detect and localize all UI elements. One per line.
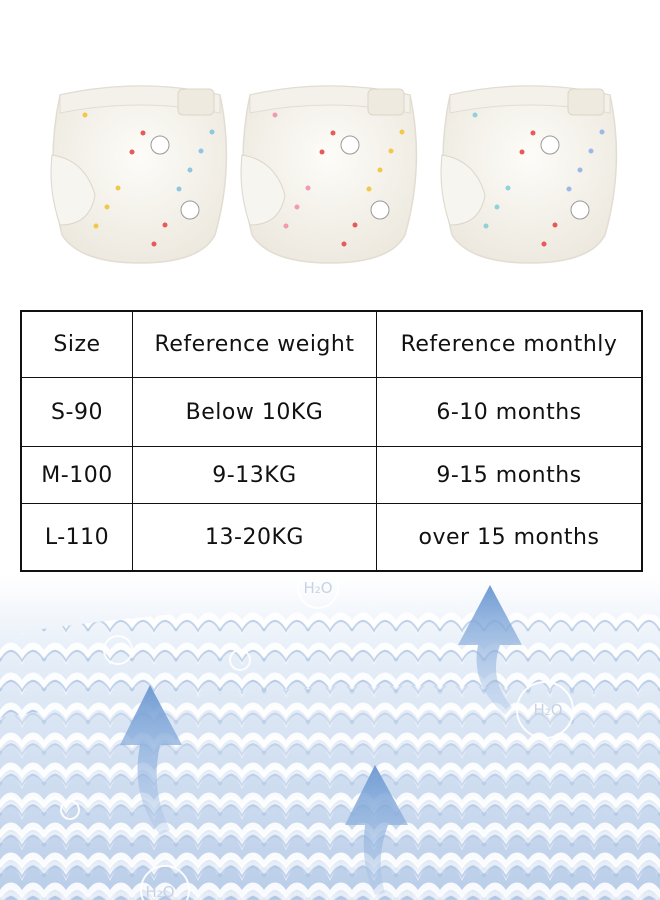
print-dot xyxy=(541,241,547,247)
diaper xyxy=(50,85,228,264)
table-row: L-110 13-20KG over 15 months xyxy=(20,503,643,572)
print-dot xyxy=(82,112,88,118)
h2o-label: H₂O xyxy=(145,883,174,900)
print-dot xyxy=(115,185,121,191)
diaper-tab xyxy=(177,88,215,116)
fabric-illustration: H₂O H₂O H₂O xyxy=(0,575,660,900)
print-dot xyxy=(588,148,594,154)
print-dot xyxy=(483,223,489,229)
print-dot xyxy=(294,204,300,210)
table-cell: over 15 months xyxy=(376,503,643,572)
diaper xyxy=(240,85,418,264)
print-face xyxy=(370,200,390,220)
print-dot xyxy=(187,167,193,173)
header-cell: Reference monthly xyxy=(376,310,643,378)
size-table: Size Reference weight Reference monthly S-9… xyxy=(20,310,643,572)
print-dot xyxy=(330,130,336,136)
table-cell: L-110 xyxy=(20,503,133,572)
print-dot xyxy=(151,241,157,247)
bubbles xyxy=(60,575,574,900)
table-cell: 13-20KG xyxy=(132,503,377,572)
print-dot xyxy=(377,167,383,173)
table-row: S-90 Below 10KG 6-10 months xyxy=(20,377,643,447)
print-dot xyxy=(93,223,99,229)
h2o-label: H₂O xyxy=(533,701,562,719)
print-dot xyxy=(519,149,525,155)
print-dot xyxy=(283,223,289,229)
arrows xyxy=(120,585,522,895)
print-face xyxy=(570,200,590,220)
print-dot xyxy=(530,130,536,136)
table-cell: M-100 xyxy=(20,446,133,504)
print-face xyxy=(180,200,200,220)
print-dot xyxy=(129,149,135,155)
print-dot xyxy=(388,148,394,154)
print-dot xyxy=(305,185,311,191)
product-images xyxy=(50,85,618,264)
print-dot xyxy=(599,129,605,135)
table-header: Size Reference weight Reference monthly xyxy=(20,310,643,378)
print-dot xyxy=(162,222,168,228)
print-face xyxy=(340,135,360,155)
table-row: M-100 9-13KG 9-15 months xyxy=(20,446,643,504)
print-dot xyxy=(366,186,372,192)
print-dot xyxy=(209,129,215,135)
h2o-label: H₂O xyxy=(303,579,332,597)
header-cell: Size xyxy=(20,310,133,378)
table-cell: 6-10 months xyxy=(376,377,643,447)
print-face xyxy=(540,135,560,155)
print-face xyxy=(150,135,170,155)
diaper-tab xyxy=(567,88,605,116)
print-dot xyxy=(472,112,478,118)
diapers xyxy=(50,85,618,264)
print-dot xyxy=(341,241,347,247)
print-dot xyxy=(319,149,325,155)
table-cell: Below 10KG xyxy=(132,377,377,447)
table-cell: 9-15 months xyxy=(376,446,643,504)
print-dot xyxy=(104,204,110,210)
diaper-leg xyxy=(440,154,486,226)
diaper-leg xyxy=(50,154,96,226)
print-dot xyxy=(577,167,583,173)
table-cell: 9-13KG xyxy=(132,446,377,504)
diaper-leg xyxy=(240,154,286,226)
print-dot xyxy=(494,204,500,210)
table-cell: S-90 xyxy=(20,377,133,447)
print-dot xyxy=(399,129,405,135)
print-dot xyxy=(140,130,146,136)
print-dot xyxy=(176,186,182,192)
print-dot xyxy=(272,112,278,118)
print-dot xyxy=(566,186,572,192)
header-cell: Reference weight xyxy=(132,310,377,378)
print-dot xyxy=(198,148,204,154)
print-dot xyxy=(505,185,511,191)
diaper xyxy=(440,85,618,264)
print-dot xyxy=(352,222,358,228)
diaper-tab xyxy=(367,88,405,116)
print-dot xyxy=(552,222,558,228)
